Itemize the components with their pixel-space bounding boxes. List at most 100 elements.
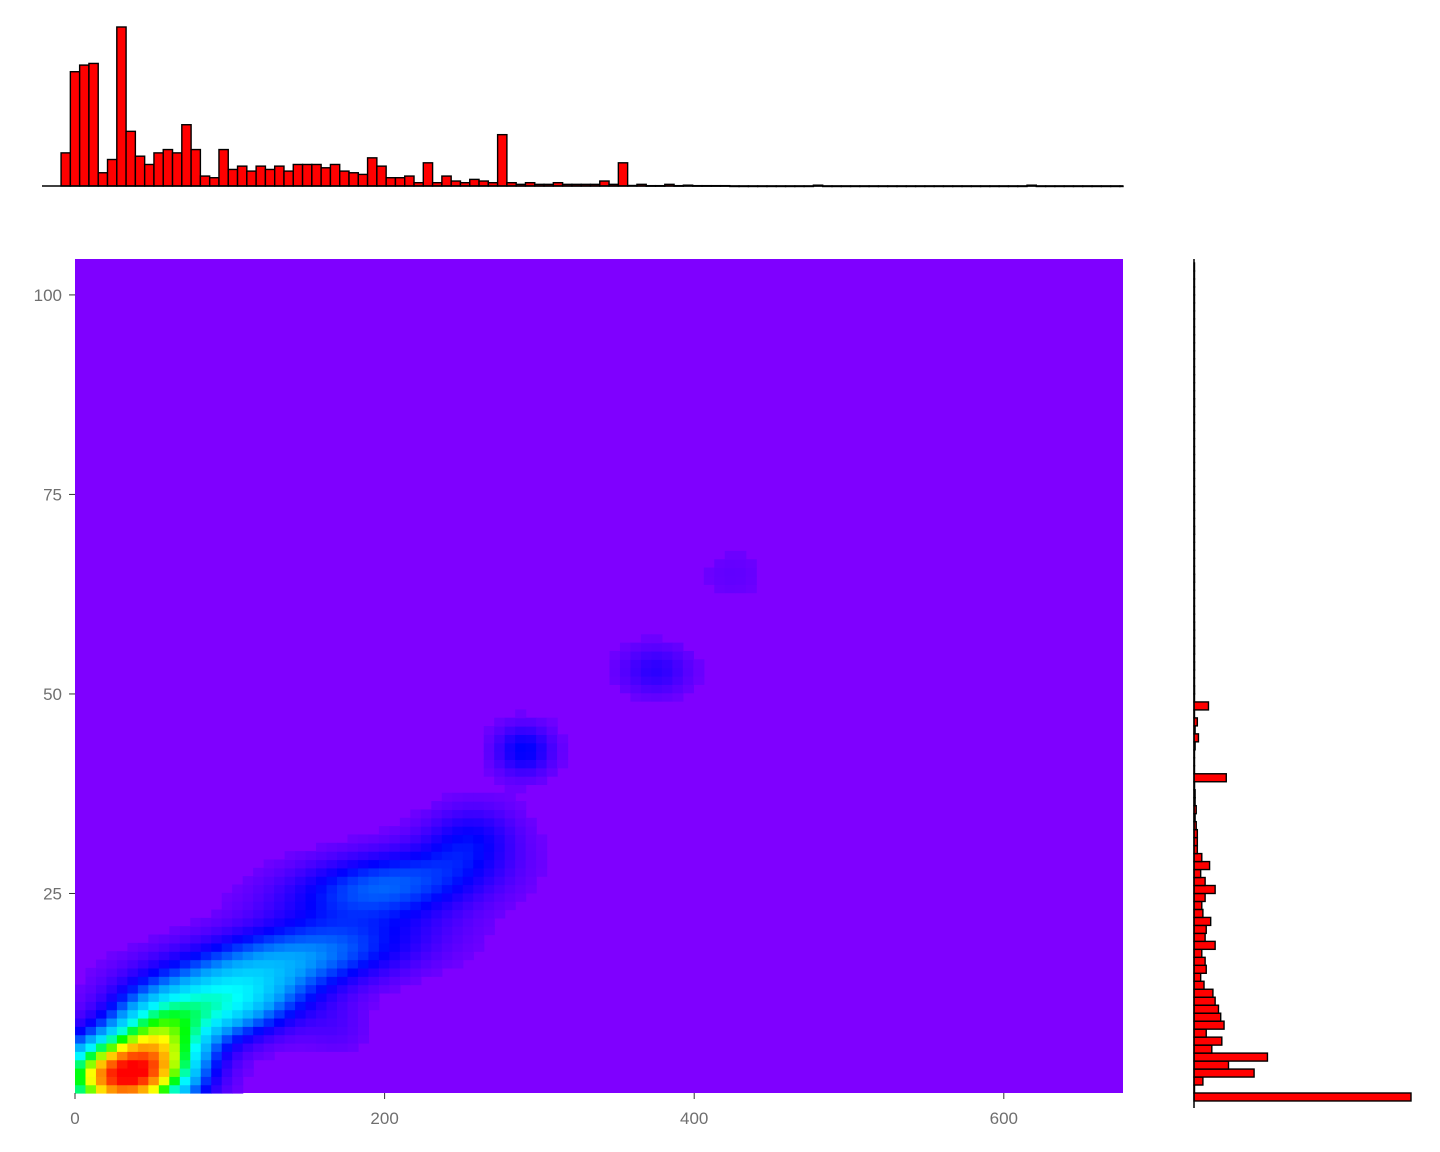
heatmap-cell xyxy=(651,634,663,644)
heatmap-cell xyxy=(651,676,663,685)
heatmap-cell xyxy=(536,776,548,786)
heatmap-cell xyxy=(462,934,474,944)
heatmap-cell xyxy=(452,951,464,961)
top-histogram-bar xyxy=(199,175,211,187)
heatmap-cell xyxy=(305,984,317,994)
heatmap-cell xyxy=(494,901,506,911)
heatmap-cell xyxy=(326,934,338,944)
heatmap-cell xyxy=(452,826,464,836)
heatmap-cell xyxy=(347,951,359,961)
heatmap-cell xyxy=(410,867,422,877)
heatmap-cell xyxy=(378,876,390,886)
heatmap-cell xyxy=(106,1051,118,1061)
heatmap-cell xyxy=(724,559,736,569)
heatmap-cell xyxy=(347,884,359,894)
heatmap-cell xyxy=(703,575,715,585)
heatmap-cell xyxy=(179,926,191,936)
heatmap-cell xyxy=(557,759,569,769)
heatmap-cell xyxy=(431,951,443,961)
heatmap-cell xyxy=(536,751,548,760)
heatmap-cell xyxy=(494,809,506,819)
heatmap-cell xyxy=(525,726,537,735)
heatmap-cell xyxy=(295,967,307,977)
heatmap-cell xyxy=(221,909,233,919)
heatmap-cell xyxy=(179,992,191,1002)
heatmap-cell xyxy=(137,1042,149,1052)
heatmap-cell xyxy=(536,726,548,735)
heatmap-cell xyxy=(347,917,359,927)
heatmap-cell xyxy=(661,667,673,677)
heatmap-cell xyxy=(75,1026,87,1036)
heatmap-cell xyxy=(284,851,296,861)
heatmap-cell xyxy=(536,767,548,777)
heatmap-cell xyxy=(536,851,548,861)
heatmap-cell xyxy=(169,1051,181,1061)
heatmap-cell xyxy=(420,817,432,827)
heatmap-cell xyxy=(389,867,401,877)
heatmap-cell xyxy=(389,826,401,836)
heatmap-cell xyxy=(148,1009,160,1019)
heatmap-cell xyxy=(95,1059,108,1069)
right-histogram-bar xyxy=(1193,1068,1255,1078)
heatmap-cell xyxy=(515,776,527,786)
heatmap-cell xyxy=(745,567,757,577)
heatmap-cell xyxy=(148,934,160,944)
heatmap-cell xyxy=(106,976,118,986)
heatmap-cell xyxy=(630,692,642,702)
heatmap-cell xyxy=(672,676,684,685)
heatmap-cell xyxy=(389,842,401,852)
heatmap-cell xyxy=(127,1026,139,1036)
heatmap-cell xyxy=(452,942,464,952)
heatmap-cell xyxy=(169,967,181,977)
heatmap-cell xyxy=(337,959,349,969)
heatmap-cell xyxy=(515,842,527,852)
heatmap-cell xyxy=(284,942,296,952)
heatmap-cell xyxy=(651,650,663,660)
heatmap-cell xyxy=(337,892,349,902)
heatmap-cell xyxy=(284,934,296,944)
heatmap-cell xyxy=(378,959,390,969)
heatmap-cell xyxy=(200,1034,212,1044)
heatmap-cell xyxy=(274,1001,286,1011)
heatmap-cell xyxy=(326,876,338,886)
heatmap-cell xyxy=(378,917,390,927)
heatmap-cell xyxy=(95,1051,108,1061)
right-histogram-bar xyxy=(1193,1012,1222,1022)
heatmap-cell xyxy=(284,876,296,886)
heatmap-cell xyxy=(420,901,432,911)
heatmap-cell xyxy=(85,1084,97,1094)
heatmap-cell xyxy=(200,976,212,986)
heatmap-cell xyxy=(378,859,390,869)
heatmap-cell xyxy=(284,926,296,936)
heatmap-cell xyxy=(284,867,296,877)
heatmap-cell xyxy=(295,959,307,969)
heatmap-cell xyxy=(232,926,244,936)
heatmap-cell xyxy=(494,859,506,869)
heatmap-cell xyxy=(494,876,506,886)
heatmap-cell xyxy=(200,1076,212,1086)
heatmap-cell xyxy=(651,667,663,677)
heatmap-cell xyxy=(494,817,506,827)
heatmap-cell xyxy=(232,1034,244,1044)
heatmap-cell xyxy=(368,892,380,902)
top-histogram-bar xyxy=(171,152,183,187)
heatmap-cell xyxy=(253,959,265,969)
heatmap-cell xyxy=(378,976,390,986)
heatmap-cell xyxy=(295,892,307,902)
heatmap-cell xyxy=(295,976,307,986)
heatmap-cell xyxy=(148,1059,160,1069)
heatmap-cell xyxy=(483,817,495,827)
heatmap-cell xyxy=(462,951,474,961)
heatmap-cell xyxy=(158,1042,170,1052)
heatmap-cell xyxy=(504,834,516,844)
heatmap-cell xyxy=(148,1034,160,1044)
heatmap-cell xyxy=(253,884,265,894)
heatmap-cell xyxy=(357,901,370,911)
heatmap-cell xyxy=(137,1017,149,1027)
heatmap-cell xyxy=(242,992,254,1002)
heatmap-cell xyxy=(148,951,160,961)
heatmap-cell xyxy=(494,851,506,861)
heatmap-cell xyxy=(368,992,380,1002)
heatmap-cell xyxy=(263,884,275,894)
heatmap-cell xyxy=(536,734,548,744)
